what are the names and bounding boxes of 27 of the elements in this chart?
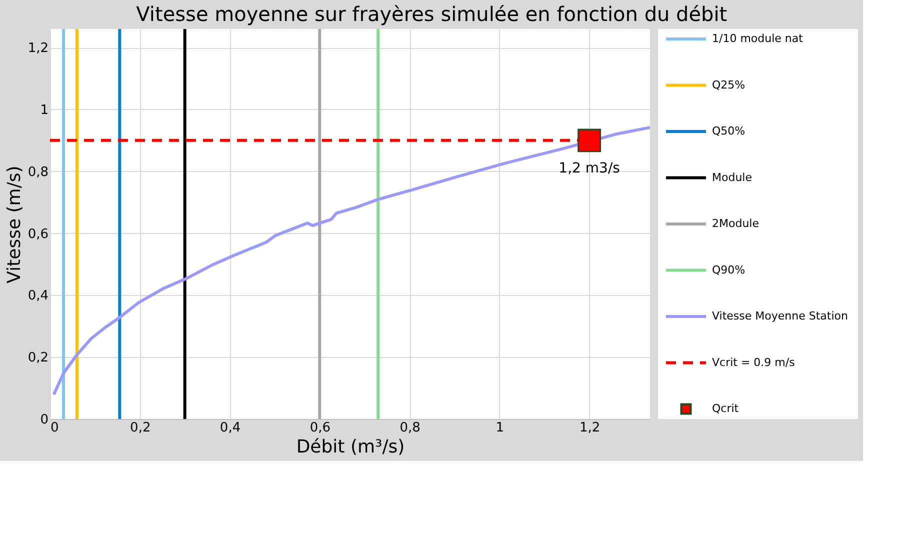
- y-tick-label: 1: [40, 102, 48, 118]
- legend-label: 2Module: [712, 217, 760, 230]
- y-tick-label: 1,2: [28, 41, 48, 56]
- y-tick-label: 0,8: [28, 164, 48, 180]
- legend-label: Vcrit = 0.9 m/s: [712, 356, 796, 369]
- x-axis-title: Débit (m³/s): [296, 436, 405, 458]
- legend-label: Qcrit: [712, 402, 740, 415]
- legend-label: Q90%: [712, 263, 746, 276]
- legend-label: Vitesse Moyenne Station: [712, 310, 848, 322]
- annotation: 1,2 m3/s: [558, 160, 620, 176]
- x-tick-label: 0: [50, 420, 59, 436]
- y-axis-title: Vitesse (m/s): [4, 166, 25, 284]
- legend-label: 1/10 module nat: [712, 32, 804, 45]
- x-tick-label: 0,6: [310, 420, 331, 436]
- y-tick-label: 0,6: [28, 226, 48, 242]
- x-tick-label: 0,8: [400, 420, 420, 436]
- x-tick-label: 0,2: [130, 420, 151, 436]
- legend-label: Q50%: [712, 124, 746, 138]
- x-tick-label: 1,2: [579, 420, 600, 436]
- y-tick-label: 0,4: [28, 288, 48, 304]
- y-tick-label: 0,2: [28, 350, 48, 366]
- x-tick-label: 0,4: [220, 420, 241, 436]
- legend-label: Q25%: [712, 78, 746, 92]
- legend-label: Module: [712, 170, 752, 184]
- chart-title: Vitesse moyenne sur frayères simulée en fonction du débit: [136, 2, 728, 26]
- x-tick-label: 1: [496, 420, 504, 436]
- line-series: [52, 126, 650, 396]
